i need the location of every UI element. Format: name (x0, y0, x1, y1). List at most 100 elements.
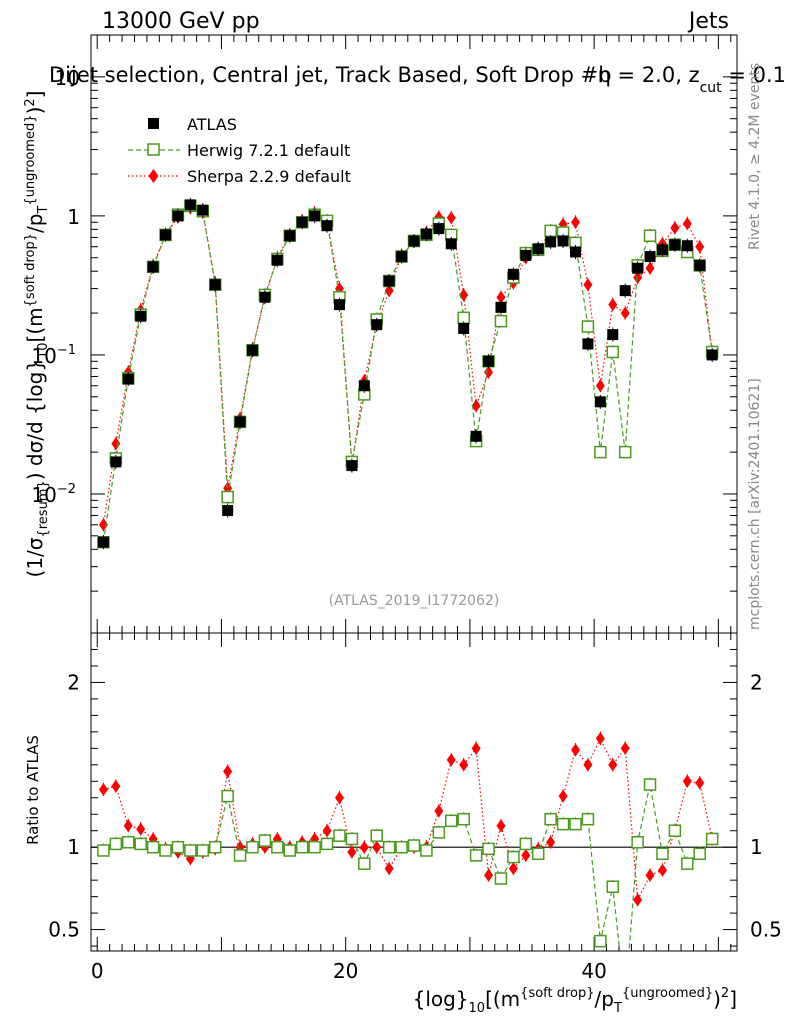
main-atlas-point (681, 240, 693, 252)
ratio-herwig-point (556, 817, 570, 831)
ratio-herwig-point (345, 832, 359, 846)
main-atlas-point (97, 536, 109, 548)
ratio-herwig-point (656, 847, 669, 861)
ratio-y-tick-label: 1 (67, 835, 80, 859)
main-atlas-point (619, 285, 631, 297)
ratio-herwig-point (681, 857, 694, 870)
ratio-sherpa-point (521, 848, 531, 862)
legend-label-sherpa: Sherpa 2.2.9 default (187, 167, 351, 186)
ratio-sherpa-point (633, 893, 643, 907)
ratio-sherpa-point (645, 868, 655, 882)
main-atlas-point (458, 322, 470, 334)
ratio-herwig-point (295, 840, 309, 854)
main-atlas-point (309, 210, 321, 222)
ratio-sherpa-point (484, 868, 494, 882)
ratio-herwig-point (382, 840, 396, 854)
ratio-herwig-line (103, 784, 713, 951)
x-tick-label: 40 (581, 959, 606, 983)
ratio-axes: 0 20 40 0.5 0.5 1 1 2 2 (48, 632, 782, 983)
main-atlas-point (296, 216, 308, 228)
main-sherpa-point (695, 240, 705, 254)
main-atlas-point (371, 319, 383, 331)
ratio-herwig-point (370, 829, 383, 842)
ratio-sherpa-point (223, 764, 233, 778)
main-atlas-point (582, 338, 594, 350)
ratio-herwig-point (97, 844, 110, 857)
ratio-herwig-point (445, 814, 458, 828)
main-sherpa-point (645, 261, 655, 275)
main-atlas-point (135, 310, 147, 322)
main-atlas-point (333, 299, 345, 311)
ratio-sherpa-point (434, 804, 444, 818)
main-herwig-point (643, 229, 657, 242)
ratio-y-tick-label-right: 2 (750, 670, 763, 694)
main-atlas-point (234, 416, 246, 428)
main-atlas-point (396, 251, 408, 263)
main-atlas-point (656, 244, 668, 256)
main-atlas-point (644, 251, 656, 263)
main-sherpa-point (633, 271, 643, 285)
ratio-herwig-point (196, 844, 210, 857)
ratio-herwig-point (507, 850, 520, 864)
main-sherpa-point (571, 215, 580, 229)
energy-label: 13000 GeV pp (102, 9, 260, 34)
ratio-herwig-point (432, 826, 446, 839)
x-axis-label: {log}10[(m{soft drop}/pT{ungroomed})2] (413, 986, 737, 1016)
ratio-sherpa-point (471, 741, 481, 755)
main-atlas-point (470, 430, 482, 442)
main-atlas-point (607, 329, 619, 341)
ratio-herwig-point (693, 847, 706, 861)
main-sherpa-point (670, 221, 680, 235)
ratio-herwig-point (134, 837, 147, 851)
ratio-sherpa-point (595, 731, 605, 745)
ratio-sherpa-point (136, 822, 146, 836)
main-atlas-point (694, 259, 706, 271)
ratio-sherpa-point (347, 845, 357, 859)
ratio-sherpa-point (459, 758, 469, 772)
ratio-sherpa-line (103, 737, 713, 903)
ratio-sherpa-point (682, 774, 692, 788)
ratio-herwig-point (146, 840, 160, 854)
main-atlas-point (520, 249, 532, 261)
ratio-herwig-point (705, 832, 719, 846)
ratio-herwig-point (333, 829, 346, 842)
ratio-herwig-point (258, 834, 272, 847)
main-sherpa-point (608, 298, 618, 312)
ratio-panel-frame (90, 632, 738, 952)
main-atlas-point (507, 268, 519, 280)
main-herwig-point (606, 345, 620, 359)
main-sherpa-point (484, 365, 494, 379)
main-atlas-point (346, 460, 358, 472)
ratio-y-tick-label-right: 0.5 (750, 918, 782, 942)
ratio-sherpa-point (111, 779, 121, 793)
main-atlas-point (184, 199, 196, 211)
main-atlas-point (284, 230, 296, 242)
main-atlas-point (594, 396, 606, 408)
main-atlas-point (408, 235, 420, 247)
ratio-herwig-point (320, 837, 334, 851)
main-atlas-point (495, 301, 507, 313)
main-atlas-point (532, 243, 544, 255)
ratio-series (97, 731, 719, 951)
ratio-sherpa-point (546, 835, 556, 849)
ratio-sherpa-point (446, 753, 456, 767)
ratio-herwig-point (109, 837, 123, 851)
main-herwig-point (581, 320, 595, 333)
ratio-sherpa-point (571, 743, 580, 757)
ratio-sherpa-point (508, 862, 518, 876)
ratio-sherpa-point (334, 791, 344, 805)
ratio-herwig-point (668, 824, 682, 837)
ratio-sherpa-point (608, 758, 618, 772)
rivet-version-label: Rivet 4.1.0, ≥ 4.2M events (747, 63, 763, 250)
main-atlas-point (110, 456, 122, 468)
main-atlas-point (669, 239, 681, 251)
analysis-watermark: (ATLAS_2019_I1772062) (329, 593, 500, 609)
main-herwig-point (221, 490, 234, 504)
main-atlas-point (433, 223, 445, 235)
main-herwig-point (544, 224, 557, 238)
ratio-herwig-point (544, 812, 557, 826)
ratio-herwig-point (271, 840, 284, 854)
ratio-herwig-point (494, 872, 508, 885)
